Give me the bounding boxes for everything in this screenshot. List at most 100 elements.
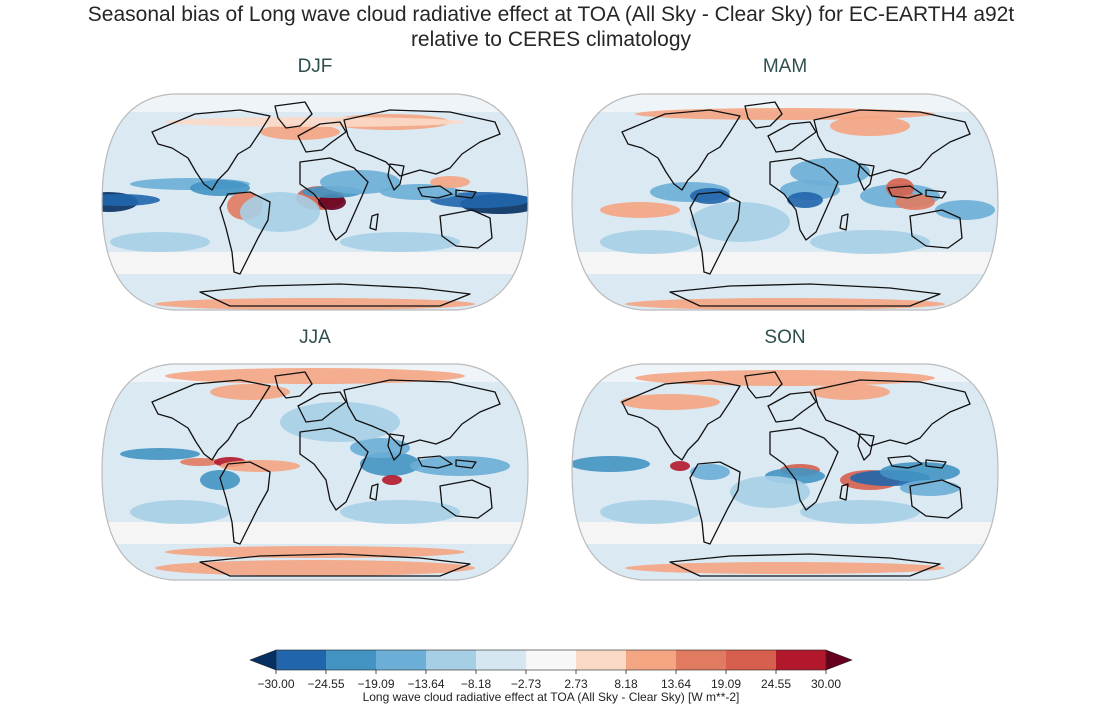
colorbar-swatch: [776, 650, 827, 670]
bias-region: [120, 448, 200, 460]
coastline: [887, 455, 923, 469]
bias-region: [318, 194, 346, 210]
map-background: [572, 94, 998, 310]
bias-region: [360, 452, 420, 476]
coastline: [839, 483, 849, 501]
coastline: [767, 121, 817, 153]
coastline: [199, 283, 471, 307]
bias-region: [935, 200, 995, 220]
bias-region: [102, 194, 160, 206]
colorbar-swatch: [526, 650, 577, 670]
map-border: [571, 363, 999, 581]
colorbar-label: Long wave cloud radiative effect at TOA …: [362, 690, 740, 704]
panel-title-mam: MAM: [762, 56, 808, 77]
coastline: [369, 483, 379, 501]
bias-region: [730, 476, 810, 508]
bias-region: [280, 402, 400, 442]
coastline: [621, 109, 741, 191]
bias-region: [670, 461, 690, 471]
bias-region: [625, 298, 945, 310]
panel-title-jja: JJA: [299, 327, 331, 348]
colorbar-tick-label: −24.55: [307, 677, 344, 691]
coastline: [151, 109, 271, 191]
coastline: [151, 379, 271, 461]
bias-region: [900, 480, 960, 496]
map-border: [101, 363, 529, 581]
coastline: [909, 479, 963, 519]
coastline: [343, 109, 501, 177]
colorbar-extend-min: [249, 649, 277, 671]
colorbar-tick-label: −30.00: [257, 677, 294, 691]
bias-region: [320, 170, 400, 194]
bias-region: [382, 475, 402, 485]
coastline: [387, 433, 405, 461]
coastline: [744, 371, 783, 399]
bias-band: [572, 94, 998, 112]
bias-region: [350, 438, 410, 458]
map-border: [571, 93, 999, 311]
colorbar-tick-label: −13.64: [407, 677, 444, 691]
title-line-1: Seasonal bias of Long wave cloud radiati…: [87, 3, 1015, 26]
coastline: [417, 455, 453, 469]
colorbar-swatch: [326, 650, 377, 670]
colorbar-tick-label: 2.73: [564, 677, 588, 691]
colorbar-tick-label: 24.55: [761, 677, 791, 691]
coastline: [857, 433, 875, 461]
bias-region: [165, 546, 465, 558]
map-panel-jja: [101, 363, 529, 581]
colorbar-tick-label: 13.64: [661, 677, 691, 691]
coastline: [925, 189, 947, 199]
coastline: [439, 479, 493, 519]
coastline: [839, 213, 849, 231]
bias-region: [340, 500, 460, 524]
bias-region: [690, 202, 790, 242]
bias-region: [260, 124, 340, 140]
bias-region: [800, 500, 920, 524]
bias-region: [790, 158, 870, 186]
coastline: [439, 209, 493, 249]
coastline: [909, 209, 963, 249]
bias-region: [600, 230, 700, 254]
bias-region: [810, 230, 930, 254]
coastline: [297, 121, 347, 153]
bias-band: [572, 522, 998, 544]
colorbar-swatch: [476, 650, 527, 670]
bias-region: [810, 384, 890, 400]
bias-band: [572, 252, 998, 274]
bias-region: [620, 394, 720, 410]
colorbar-extend-max: [825, 649, 853, 671]
colorbar-swatch: [626, 650, 677, 670]
bias-region: [165, 117, 465, 127]
bias-band: [102, 522, 528, 544]
coastline: [813, 109, 971, 177]
coastline: [621, 379, 741, 461]
coastline: [925, 459, 947, 469]
colorbar-tick-label: −2.73: [511, 677, 542, 691]
bias-region: [240, 192, 320, 232]
coastline: [767, 391, 817, 423]
colorbar: −30.00 −24.55 −19.09 −13.64 −8.18 −2.73 2.73 8.…: [249, 649, 853, 691]
bias-region: [340, 232, 460, 252]
bias-region: [830, 116, 910, 136]
bias-region: [690, 188, 730, 204]
coastline: [455, 189, 477, 199]
coastline: [669, 283, 941, 307]
coastline: [769, 427, 839, 511]
bias-region: [600, 500, 700, 524]
colorbar-swatch: [426, 650, 477, 670]
coastline: [219, 461, 271, 545]
bias-band: [102, 252, 528, 274]
bias-region: [886, 178, 914, 198]
map-border: [101, 93, 529, 311]
chart-title: Seasonal bias of Long wave cloud radiati…: [0, 2, 1102, 52]
coastline: [274, 371, 313, 399]
bias-region: [600, 202, 680, 218]
bias-region: [180, 458, 220, 466]
colorbar-tick-label: 8.18: [614, 677, 638, 691]
bias-band: [102, 94, 528, 112]
coastline: [343, 379, 501, 447]
bias-region: [110, 232, 210, 252]
coastline: [417, 185, 453, 199]
map-panel-son: [571, 363, 999, 581]
coastline: [689, 461, 741, 545]
